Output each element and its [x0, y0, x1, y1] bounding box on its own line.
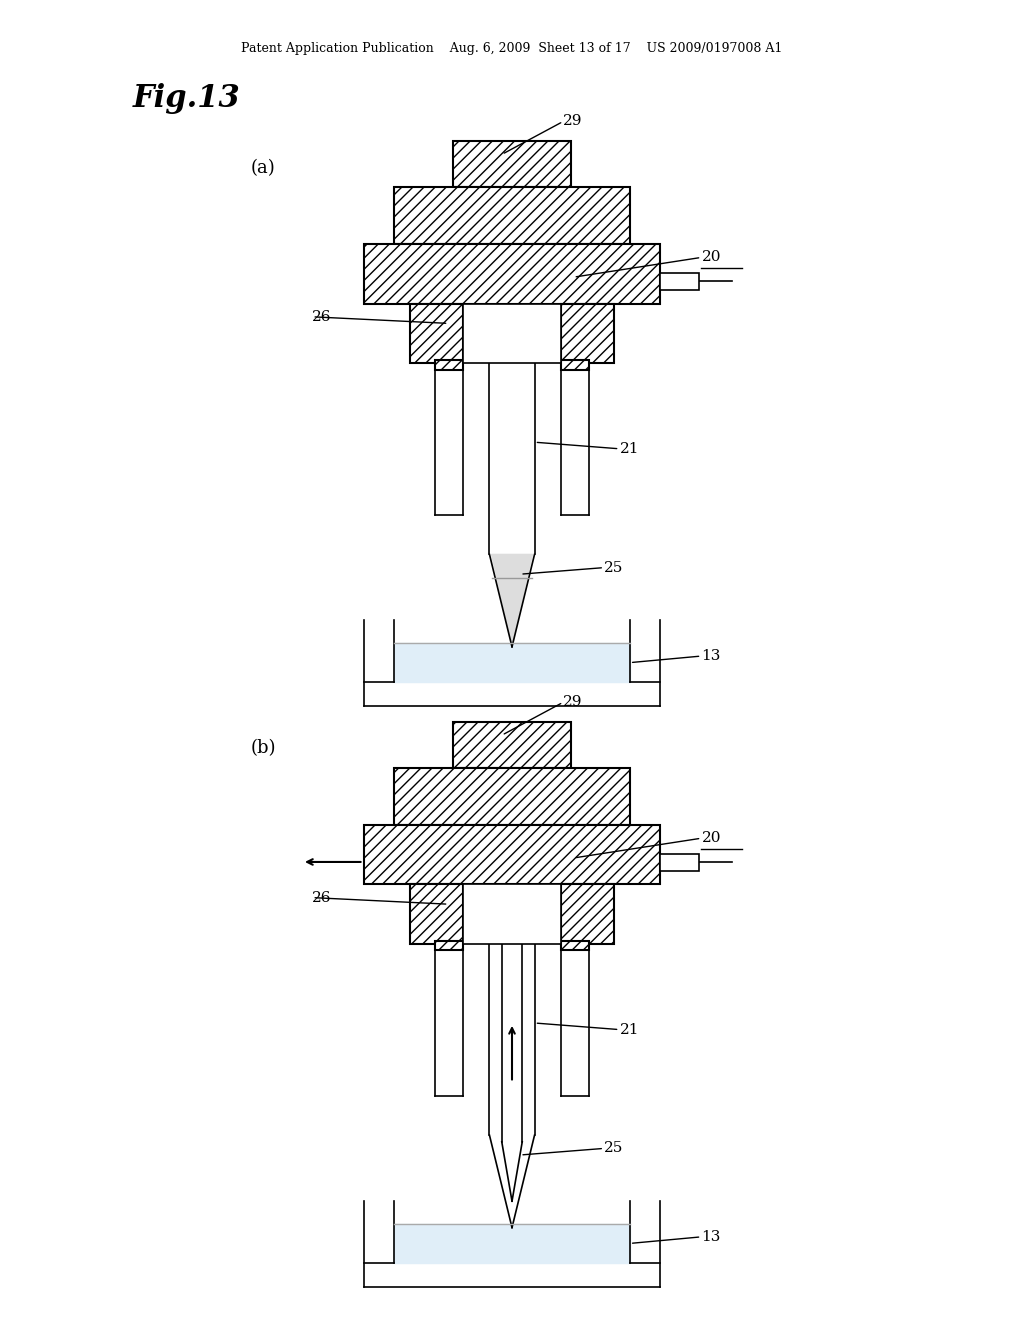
Bar — [394, 768, 630, 825]
Bar — [561, 360, 589, 370]
Text: Patent Application Publication    Aug. 6, 2009  Sheet 13 of 17    US 2009/019700: Patent Application Publication Aug. 6, 2… — [242, 42, 782, 55]
Text: 29: 29 — [563, 696, 583, 709]
Text: 26: 26 — [312, 310, 332, 323]
Bar — [364, 244, 660, 304]
Polygon shape — [492, 554, 532, 643]
Text: 21: 21 — [620, 1023, 639, 1036]
Text: 20: 20 — [701, 832, 721, 845]
Text: 22: 22 — [502, 726, 521, 739]
Text: 25: 25 — [604, 561, 624, 574]
Text: 13: 13 — [701, 1230, 721, 1243]
Bar — [453, 141, 571, 187]
Bar — [660, 854, 699, 871]
Bar — [435, 360, 463, 370]
Bar — [561, 884, 614, 944]
Bar — [410, 884, 463, 944]
Text: 29: 29 — [563, 115, 583, 128]
Text: 25: 25 — [604, 1142, 624, 1155]
Bar — [660, 273, 699, 290]
Text: 26: 26 — [312, 891, 332, 904]
Bar — [463, 884, 561, 944]
Bar — [410, 304, 463, 363]
Polygon shape — [394, 643, 630, 682]
Text: Fig.13: Fig.13 — [133, 83, 241, 115]
Bar — [561, 304, 614, 363]
Bar — [435, 941, 463, 950]
Bar — [394, 187, 630, 244]
Bar — [453, 722, 571, 768]
Text: (b): (b) — [251, 739, 276, 758]
Polygon shape — [394, 1224, 630, 1263]
Bar — [561, 941, 589, 950]
Bar — [364, 825, 660, 884]
Bar — [463, 304, 561, 363]
Text: 21: 21 — [620, 442, 639, 455]
Text: (a): (a) — [251, 158, 275, 177]
Text: 20: 20 — [701, 251, 721, 264]
Text: 13: 13 — [701, 649, 721, 663]
